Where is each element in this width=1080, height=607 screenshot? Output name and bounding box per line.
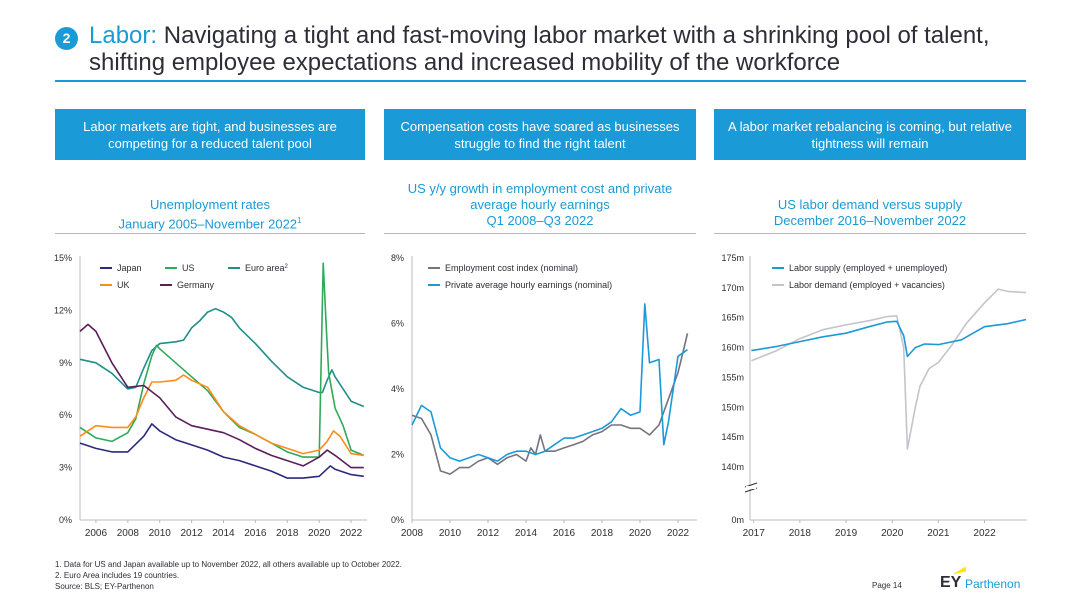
chart2-x-tick-label: 2010 — [439, 528, 462, 539]
chart2-x-tick-label: 2014 — [515, 528, 538, 539]
chart1-title-rule — [55, 233, 365, 234]
chart3-y-tick-label: 165m — [721, 313, 744, 323]
chart3-y-tick-label: 150m — [721, 402, 744, 412]
chart2-x-tick-label: 2016 — [553, 528, 576, 539]
banner-labor-markets: Labor markets are tight, and businesses … — [55, 109, 365, 160]
chart1-legend-label: Japan — [117, 263, 142, 273]
chart1-title-block: Unemployment rates January 2005–November… — [55, 197, 365, 232]
chart1-x-tick-label: 2016 — [244, 528, 267, 539]
chart3-legend-label: Labor demand (employed + vacancies) — [789, 280, 945, 290]
chart1-legend-label: Germany — [177, 280, 215, 290]
banner-rebalancing: A labor market rebalancing is coming, bu… — [714, 109, 1026, 160]
chart3-x-tick-label: 2017 — [743, 528, 766, 539]
chart1-y-tick-label: 0% — [59, 515, 72, 525]
chart1-x-tick-label: 2022 — [340, 528, 363, 539]
footnote-2: 2. Euro Area includes 19 countries. — [55, 571, 180, 580]
chart3-title: US labor demand versus supply — [777, 197, 963, 212]
chart1-x-tick-label: 2006 — [85, 528, 108, 539]
chart3-axis-break-gap — [746, 486, 756, 489]
chart1-y-tick-label: 15% — [54, 253, 72, 263]
chart1-y-tick-label: 6% — [59, 410, 72, 420]
chart3-series-labor-demand-employed-vacancies — [751, 288, 1027, 450]
logo-parthenon: Parthenon — [965, 577, 1021, 591]
title-accent: Labor: — [89, 22, 158, 49]
chart1-subtitle: January 2005–November 20221 — [118, 216, 302, 232]
chart2-y-tick-label: 6% — [391, 319, 404, 329]
chart2-series-private-average-hourly-earnings-nominal — [411, 303, 688, 462]
chart1-legend-label: UK — [117, 280, 130, 290]
chart3-x-tick-label: 2018 — [789, 528, 812, 539]
footnote-1: 1. Data for US and Japan available up to… — [55, 560, 402, 569]
chart1-y-tick-label: 12% — [54, 305, 72, 315]
chart1-x-tick-label: 2020 — [308, 528, 331, 539]
chart3-x-tick-label: 2022 — [973, 528, 996, 539]
title-rest: Navigating a tight and fast-moving labor… — [89, 22, 990, 76]
banner-compensation-costs: Compensation costs have soared as busine… — [384, 109, 696, 160]
chart1-x-tick-label: 2008 — [117, 528, 140, 539]
chart1-x-tick-label: 2018 — [276, 528, 299, 539]
chart1-series-euro-area — [79, 307, 365, 408]
chart1-series-japan — [79, 423, 364, 479]
section-number-badge: 2 — [55, 27, 78, 50]
chart2-y-tick-label: 4% — [391, 384, 404, 394]
chart1-series-uk — [79, 374, 364, 457]
chart2-legend-label: Private average hourly earnings (nominal… — [445, 280, 612, 290]
chart2-y-tick-label: 2% — [391, 450, 404, 460]
chart2-x-tick-label: 2020 — [629, 528, 652, 539]
chart1-legend-label: Euro area2 — [245, 263, 289, 273]
chart1-y-tick-label: 9% — [59, 358, 72, 368]
chart1-x-tick-label: 2014 — [212, 528, 235, 539]
source-note: Source: BLS; EY-Parthenon — [55, 582, 154, 591]
chart2-x-tick-label: 2012 — [477, 528, 500, 539]
ey-parthenon-logo: EY Parthenon — [940, 566, 1030, 594]
page-number: Page 14 — [872, 581, 902, 590]
chart1-title: Unemployment rates — [150, 197, 270, 212]
chart1-series-us — [79, 262, 365, 458]
chart1-x-tick-label: 2012 — [180, 528, 203, 539]
logo-ey: EY — [940, 574, 962, 591]
chart2-y-tick-label: 8% — [391, 253, 404, 263]
chart1-legend-label: US — [182, 263, 195, 273]
chart2-subtitle: Q1 2008–Q3 2022 — [486, 213, 594, 228]
chart2-series-employment-cost-index-nominal — [411, 333, 689, 475]
chart2-y-tick-label: 0% — [391, 515, 404, 525]
chart3-legend-label: Labor supply (employed + unemployed) — [789, 263, 947, 273]
chart3-y-tick-label: 175m — [721, 253, 744, 263]
chart3-title-rule — [714, 233, 1026, 234]
chart2-title-rule — [384, 233, 696, 234]
chart2-x-tick-label: 2022 — [667, 528, 690, 539]
chart3-y-tick-label: 0m — [731, 515, 744, 525]
title-divider — [55, 80, 1026, 82]
chart3-y-tick-label: 160m — [721, 343, 744, 353]
chart1-x-tick-label: 2010 — [149, 528, 172, 539]
chart2-x-tick-label: 2008 — [401, 528, 424, 539]
chart3-subtitle: December 2016–November 2022 — [773, 213, 967, 228]
chart1-series-germany — [79, 323, 364, 469]
chart3-title-block: US labor demand versus supply December 2… — [714, 197, 1026, 229]
chart3-y-tick-label: 145m — [721, 432, 744, 442]
chart3-x-tick-label: 2019 — [835, 528, 858, 539]
chart2-title-block: US y/y growth in employment cost and pri… — [384, 181, 696, 229]
chart2-legend-label: Employment cost index (nominal) — [445, 263, 578, 273]
footnotes: 1. Data for US and Japan available up to… — [55, 559, 402, 592]
chart3-x-tick-label: 2021 — [927, 528, 950, 539]
chart3-series-labor-supply-employed-unemployed — [751, 318, 1027, 358]
chart3-y-tick-label: 140m — [721, 462, 744, 472]
slide-title: Labor: Navigating a tight and fast-movin… — [89, 22, 1029, 76]
chart2-title: US y/y growth in employment cost and pri… — [407, 181, 673, 212]
chart1-y-tick-label: 3% — [59, 463, 72, 473]
chart3-y-tick-label: 170m — [721, 283, 744, 293]
chart3-x-tick-label: 2020 — [881, 528, 904, 539]
chart3-y-tick-label: 155m — [721, 372, 744, 382]
chart2-x-tick-label: 2018 — [591, 528, 614, 539]
